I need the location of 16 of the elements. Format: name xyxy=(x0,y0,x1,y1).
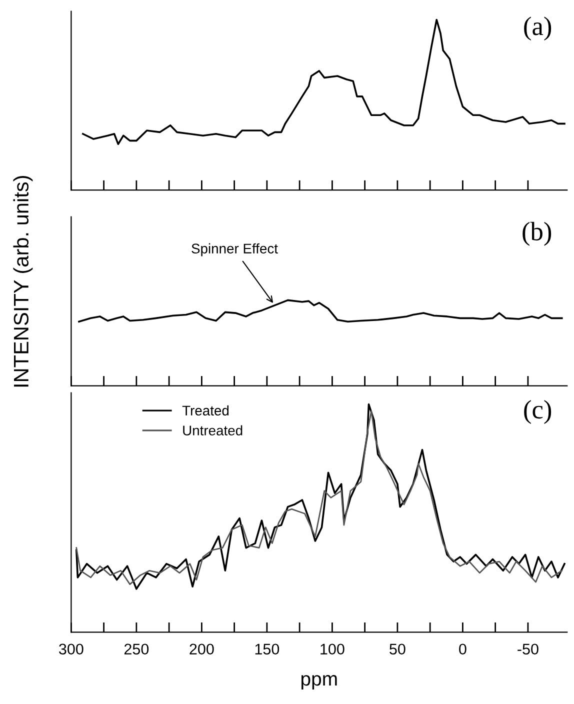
chart-title: (a) xyxy=(524,16,552,41)
y-axis-title: INTENSITY (arb. units) xyxy=(13,176,33,387)
legend-label: Treated xyxy=(182,405,229,416)
x-tick-label: 150 xyxy=(255,644,280,655)
annotation: Spinner Effect xyxy=(192,243,278,256)
x-tick-label: 250 xyxy=(124,644,149,655)
x-tick-label: 100 xyxy=(320,644,344,655)
x-axis-title: ppm xyxy=(301,675,337,690)
x-tick-label: 200 xyxy=(190,644,214,655)
x-tick-label: 300 xyxy=(59,644,84,655)
x-tick-label: 0 xyxy=(459,644,466,655)
x-tick-label: -50 xyxy=(518,644,538,655)
chart-title: (c) xyxy=(524,400,552,424)
chart-title: (b) xyxy=(522,222,552,246)
x-tick-label: 50 xyxy=(390,644,406,655)
legend-label: Untreated xyxy=(183,425,242,436)
